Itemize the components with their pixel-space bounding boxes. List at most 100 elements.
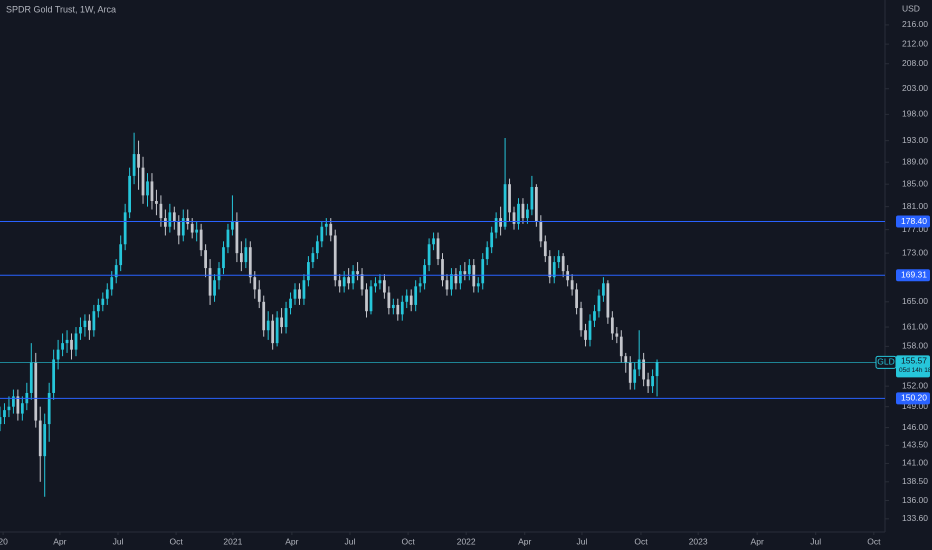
x-tick-label: Oct	[169, 536, 183, 546]
candle-body	[597, 295, 601, 312]
candle-body	[12, 396, 15, 407]
candle-body	[29, 362, 33, 393]
candle-body	[633, 369, 637, 383]
candle-body	[521, 203, 525, 219]
candle-body	[655, 362, 659, 377]
candle-body	[190, 223, 194, 233]
candle-body	[517, 203, 520, 224]
level-label-box	[896, 392, 930, 405]
candle-body	[441, 259, 444, 281]
candle-body	[610, 317, 614, 334]
symbol-label: GLD	[877, 357, 894, 367]
candle-body	[128, 175, 132, 213]
candle-body	[88, 320, 91, 331]
candle-body	[280, 317, 283, 328]
x-tick-label: Apr	[285, 536, 298, 546]
x-tick-label: Oct	[867, 536, 881, 546]
y-tick-label: 138.50	[902, 476, 928, 486]
x-tick-label: Jul	[810, 536, 821, 546]
candle-body	[365, 289, 368, 312]
candle-body	[150, 181, 154, 202]
candle-body	[105, 289, 109, 299]
candle-body	[351, 271, 355, 284]
candle-body	[557, 256, 561, 263]
candle-body	[38, 420, 42, 457]
candle-body	[387, 292, 391, 309]
y-tick-label: 165.00	[902, 296, 928, 306]
candle-body	[445, 280, 449, 290]
candle-body	[414, 286, 418, 305]
candle-body	[226, 229, 230, 248]
candle-body	[79, 327, 82, 334]
candle-body	[96, 304, 100, 312]
candle-body	[338, 280, 342, 287]
candle-body	[195, 229, 199, 233]
candle-body	[642, 359, 646, 380]
candle-body	[342, 277, 346, 287]
candle-body	[360, 274, 364, 290]
candle-body	[508, 184, 511, 213]
candle-body	[52, 359, 56, 393]
candle-body	[405, 295, 409, 302]
candle-body	[602, 283, 605, 296]
candle-body	[606, 283, 610, 318]
last-price-label: 155.57	[901, 356, 927, 366]
candle-body	[450, 274, 453, 290]
candle-body	[74, 333, 78, 350]
candle-body	[119, 244, 123, 266]
candle-body	[548, 256, 552, 278]
candle-body	[646, 379, 650, 387]
candle-body	[490, 232, 494, 248]
candle-body	[418, 283, 422, 287]
candle-body	[619, 336, 623, 357]
x-tick-label: 20	[0, 536, 8, 546]
candle-body	[374, 283, 377, 287]
candle-body	[168, 212, 172, 227]
candle-body	[333, 235, 337, 281]
chart-title: SPDR Gold Trust, 1W, Arca	[6, 4, 116, 14]
candle-body	[391, 304, 395, 309]
candle-body	[235, 220, 239, 254]
candle-body	[34, 362, 38, 421]
y-tick-label: 181.00	[902, 201, 928, 211]
candle-body	[20, 403, 24, 414]
candle-body	[409, 295, 413, 305]
candle-body	[110, 277, 114, 290]
candle-body	[83, 320, 87, 328]
candle-body	[217, 268, 221, 281]
candle-body	[177, 220, 181, 236]
last-price-box	[896, 355, 930, 378]
candle-body	[289, 298, 292, 309]
x-tick-label: Apr	[518, 536, 531, 546]
level-label: 169.31	[901, 270, 927, 280]
y-tick-label: 149.00	[902, 401, 928, 411]
countdown-label: 05d 14h 18	[899, 367, 932, 374]
y-tick-label: 212.00	[902, 38, 928, 48]
y-tick-label: 141.00	[902, 458, 928, 468]
candle-body	[302, 280, 306, 299]
candle-body	[208, 268, 212, 296]
candle-body	[570, 280, 574, 290]
candle-body	[271, 320, 275, 344]
candle-body	[427, 244, 431, 266]
candle-body	[43, 424, 47, 457]
candle-body	[0, 417, 2, 425]
level-label-box	[896, 269, 930, 282]
candle-body	[275, 317, 279, 344]
x-tick-label: Apr	[751, 536, 764, 546]
candle-body	[101, 298, 105, 305]
candle-body	[123, 212, 127, 245]
candle-body	[311, 253, 315, 263]
candle-body	[320, 226, 324, 242]
candle-body	[637, 359, 641, 370]
candle-body	[530, 186, 534, 210]
candle-body	[432, 238, 435, 245]
candle-body	[262, 301, 266, 331]
candle-body	[70, 339, 73, 350]
currency-label: USD	[902, 3, 920, 13]
candle-body	[186, 218, 190, 224]
candle-body	[204, 250, 207, 269]
candle-body	[141, 167, 145, 196]
candle-body	[628, 362, 632, 383]
candle-body	[329, 223, 333, 236]
